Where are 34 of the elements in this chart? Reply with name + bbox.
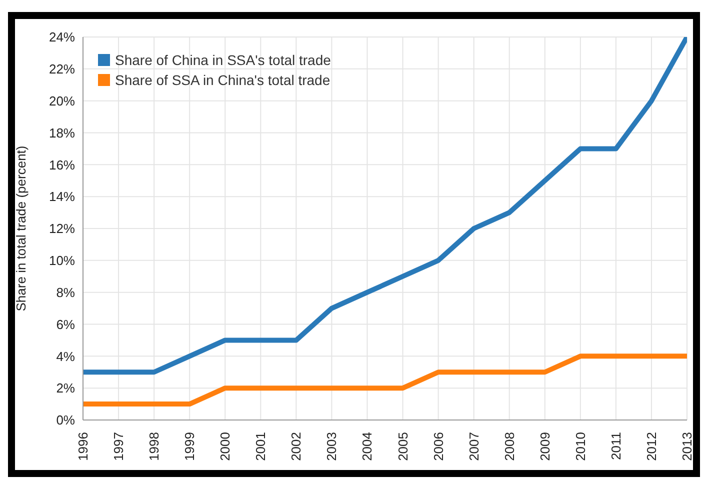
x-tick-label: 2009 [537, 432, 552, 461]
y-tick-label: 6% [56, 316, 76, 332]
y-tick-label: 14% [48, 189, 76, 204]
y-tick-label: 24% [48, 30, 76, 45]
x-tick-label: 2010 [572, 432, 588, 461]
x-tick-label: 1996 [76, 432, 90, 461]
y-axis-title: Share in total trade (percent) [14, 146, 29, 312]
y-tick-label: 10% [48, 253, 76, 268]
legend-label: Share of China in SSA's total trade [115, 51, 331, 70]
x-tick-label: 2004 [360, 432, 375, 461]
x-tick-label: 1998 [146, 432, 162, 461]
x-tick-label: 2012 [644, 432, 659, 461]
y-tick-label: 2% [56, 380, 76, 396]
x-tick-label: 2011 [608, 432, 624, 460]
x-tick-label: 1997 [111, 432, 126, 461]
x-tick-label: 2003 [324, 432, 340, 461]
y-tick-label: 22% [48, 62, 76, 77]
x-tick-label: 1999 [182, 432, 198, 461]
x-tick-label: 2007 [466, 432, 482, 461]
x-tick-label: 2000 [218, 432, 233, 461]
x-tick-label: 2006 [430, 432, 446, 461]
x-tick-label: 2001 [253, 432, 268, 461]
y-tick-label: 16% [48, 157, 76, 172]
x-tick-label: 2013 [680, 432, 694, 461]
x-tick-label: 2008 [502, 432, 517, 461]
y-tick-label: 20% [48, 93, 76, 108]
y-tick-label: 18% [48, 125, 76, 140]
y-tick-label: 12% [48, 221, 76, 236]
y-tick-label: 8% [56, 284, 76, 300]
legend-label: Share of SSA in China's total trade [115, 71, 330, 90]
y-tick-label: 4% [56, 348, 76, 364]
x-tick-label: 2002 [288, 432, 304, 461]
x-tick-label: 2005 [395, 432, 410, 461]
y-tick-label: 0% [56, 412, 76, 428]
